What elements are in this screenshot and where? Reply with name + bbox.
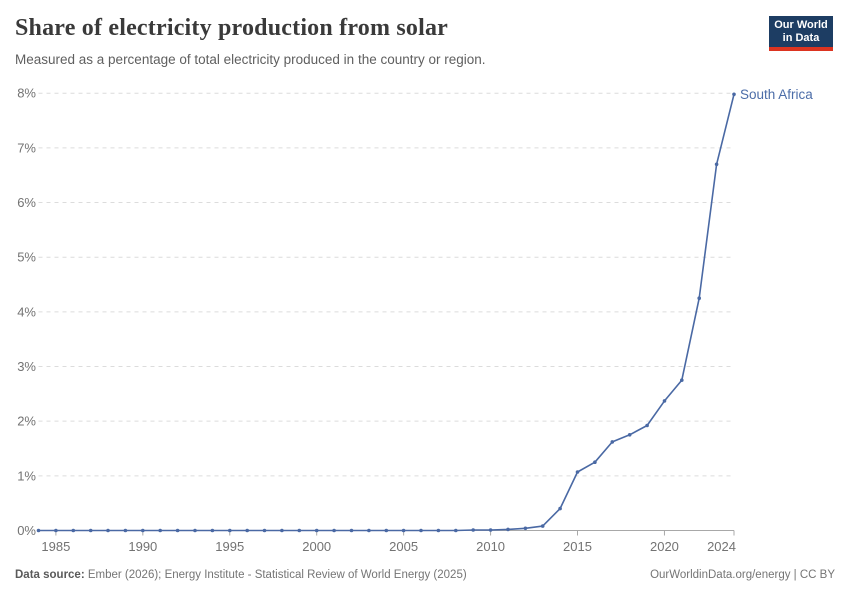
y-axis-tick-label: 0% [17, 523, 36, 538]
data-point [610, 440, 615, 444]
owid-logo-line2: in Data [782, 31, 820, 44]
data-source: Data source: Ember (2026); Energy Instit… [15, 569, 467, 581]
data-point [662, 399, 667, 403]
chart-footer: Data source: Ember (2026); Energy Instit… [15, 569, 835, 581]
x-axis-tick-label: 2010 [476, 539, 505, 554]
data-point [314, 528, 319, 533]
x-axis-tick-label: 1995 [215, 539, 244, 554]
y-axis-tick-label: 6% [17, 195, 36, 210]
y-axis-tick-label: 3% [17, 359, 36, 374]
data-point [158, 528, 162, 533]
chart-subtitle: Measured as a percentage of total electr… [15, 52, 486, 67]
owid-logo-line1: Our World [774, 18, 828, 31]
data-point [262, 528, 267, 533]
y-axis-tick-label: 1% [17, 468, 36, 483]
data-point [714, 162, 719, 167]
data-point [123, 528, 128, 533]
data-point [210, 528, 215, 533]
y-axis-tick-label: 2% [17, 414, 36, 429]
data-point [627, 433, 632, 437]
data-point [384, 528, 389, 533]
data-point [575, 470, 580, 474]
data-point [540, 524, 545, 528]
x-axis-tick-label: 1990 [128, 539, 157, 554]
data-point [280, 528, 284, 533]
data-point [680, 378, 684, 383]
data-point [732, 92, 736, 97]
data-point [71, 528, 76, 533]
data-point [141, 528, 145, 533]
x-axis-tick-label: 2020 [650, 539, 679, 554]
data-point [297, 528, 302, 533]
data-point [349, 528, 354, 533]
data-point [88, 528, 93, 533]
y-axis-tick-label: 5% [17, 250, 36, 265]
data-point [471, 528, 476, 532]
data-point [506, 527, 510, 532]
data-point [367, 528, 371, 533]
data-point [106, 528, 110, 533]
owid-logo[interactable]: Our World in Data [769, 16, 833, 51]
data-point [419, 528, 423, 533]
data-source-text: Ember (2026); Energy Institute - Statist… [84, 569, 467, 581]
series-label: South Africa [740, 87, 813, 102]
x-axis-tick-label: 1985 [41, 539, 70, 554]
data-point [193, 528, 197, 533]
y-axis-tick-label: 4% [17, 304, 36, 319]
data-point [523, 526, 528, 531]
data-point [645, 423, 649, 428]
y-axis-tick-label: 7% [17, 140, 36, 155]
x-axis-tick-label: 2005 [389, 539, 418, 554]
data-point [228, 528, 232, 533]
data-point [558, 506, 562, 511]
x-axis-tick-label: 2015 [563, 539, 592, 554]
data-line [37, 93, 735, 532]
data-point [175, 528, 180, 533]
data-point [454, 528, 458, 533]
footer-link[interactable]: OurWorldinData.org/energy | CC BY [650, 569, 835, 581]
data-point [245, 528, 249, 533]
data-point [36, 528, 41, 533]
x-axis-tick-label: 2000 [302, 539, 331, 554]
x-axis-tick-label: 2024 [707, 539, 736, 554]
y-axis-tick-label: 8% [17, 86, 36, 101]
data-point [488, 528, 493, 532]
data-point [593, 460, 597, 465]
data-point [697, 296, 701, 301]
page-title: Share of electricity production from sol… [15, 15, 448, 41]
data-source-label: Data source: [15, 569, 85, 581]
data-point [54, 528, 58, 533]
data-point [401, 528, 406, 533]
data-point [332, 528, 336, 533]
data-point [436, 528, 441, 533]
